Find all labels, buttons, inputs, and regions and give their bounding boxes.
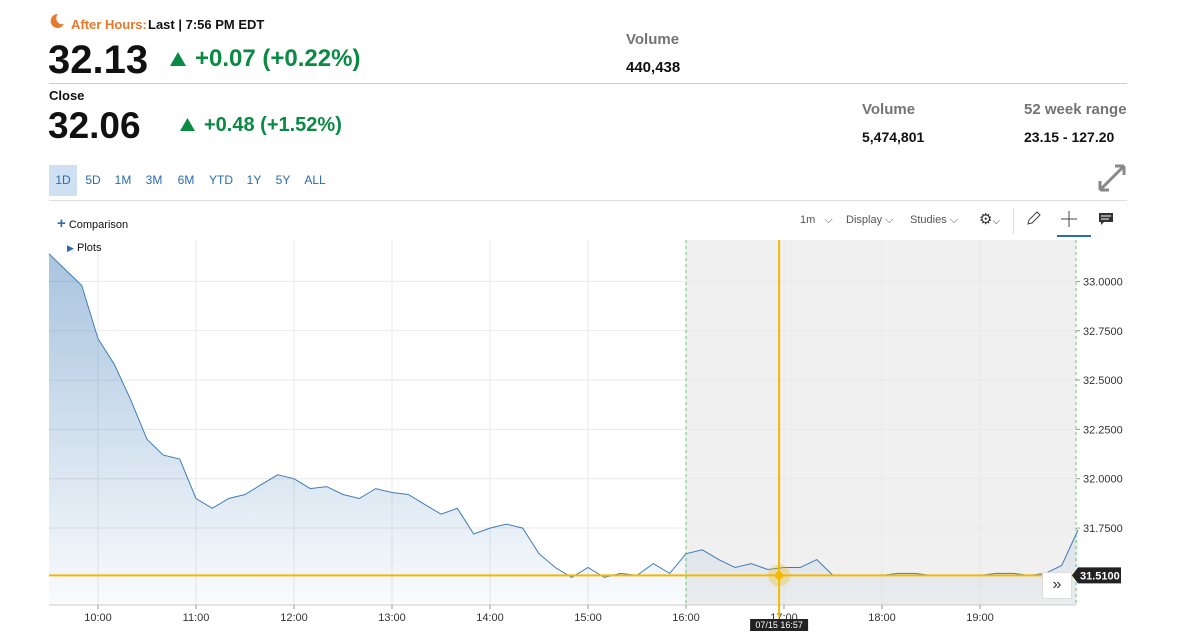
y-tick-label: 32.7500 xyxy=(1083,326,1123,338)
range-tab[interactable]: 6M xyxy=(177,173,195,187)
y-tick-label: 31.7500 xyxy=(1083,523,1123,535)
after-hours-label: After Hours: xyxy=(71,17,147,32)
range-tab[interactable]: 5Y xyxy=(275,173,291,187)
divider xyxy=(49,200,1127,201)
crosshair-button[interactable] xyxy=(1060,210,1078,228)
settings-button[interactable]: ⚙⌵ xyxy=(979,211,1001,228)
range-tab[interactable]: YTD xyxy=(209,173,233,187)
last-time: Last | 7:56 PM EDT xyxy=(148,17,265,32)
comparison-label: Comparison xyxy=(68,219,129,231)
active-indicator xyxy=(1057,235,1091,237)
x-tick-label: 15:00 xyxy=(574,612,602,624)
studies-label: Studies xyxy=(910,214,947,226)
display-select[interactable]: Display ⌵ xyxy=(846,214,894,226)
after-volume: 440,438 xyxy=(626,59,681,76)
x-tick-label: 18:00 xyxy=(868,612,896,624)
draw-button[interactable] xyxy=(1026,210,1042,226)
volume-label: Volume xyxy=(862,101,916,118)
plots-label: Plots xyxy=(76,242,102,254)
scroll-end-button[interactable]: » xyxy=(1042,572,1072,599)
divider xyxy=(49,83,1127,84)
up-arrow xyxy=(170,52,186,66)
x-tick-label: 14:00 xyxy=(476,612,504,624)
x-tick-label: 16:00 xyxy=(672,612,700,624)
price-line xyxy=(48,253,1079,578)
moon-icon xyxy=(50,13,64,28)
display-label: Display xyxy=(846,214,883,226)
range-tab[interactable]: 3M xyxy=(145,173,163,187)
x-tick-label: 11:00 xyxy=(183,612,210,624)
range-tab[interactable]: 1Y xyxy=(246,173,262,187)
up-arrow xyxy=(180,118,195,131)
range-tab[interactable]: ALL xyxy=(304,173,326,187)
range: 23.15 - 127.20 xyxy=(1024,129,1115,145)
x-tick-label: 13:00 xyxy=(378,612,406,624)
after-price: 32.13 xyxy=(48,38,149,82)
price-tag-label: 31.5100 xyxy=(1080,570,1120,582)
comment-button[interactable] xyxy=(1098,212,1114,226)
time-tag-label: 07/15 16:57 xyxy=(755,620,803,630)
expand-icon[interactable] xyxy=(1097,163,1127,193)
price-tag xyxy=(1072,567,1121,584)
time-tag xyxy=(750,619,809,631)
close-change: +0.48 (+1.52%) xyxy=(204,114,342,136)
interval-select[interactable]: 1m ⌵ xyxy=(800,214,833,226)
y-tick-label: 33.0000 xyxy=(1083,276,1123,288)
x-tick-label: 19:00 xyxy=(966,612,994,624)
after-hours-shade xyxy=(686,240,1076,605)
separator xyxy=(1013,208,1014,234)
y-tick-label: 32.5000 xyxy=(1083,375,1123,387)
volume: 5,474,801 xyxy=(862,129,925,145)
range-tab[interactable]: 5D xyxy=(85,173,101,187)
close-label: Close xyxy=(49,88,85,103)
price-area xyxy=(49,253,1078,606)
range-tab[interactable]: 1M xyxy=(114,173,132,187)
x-tick-label: 12:00 xyxy=(280,612,308,624)
range-label: 52 week range xyxy=(1024,101,1127,118)
y-tick-label: 32.0000 xyxy=(1083,474,1123,486)
comparison-button[interactable]: + Comparison xyxy=(57,215,129,232)
after-volume-label: Volume xyxy=(626,31,680,48)
y-tick-label: 32.2500 xyxy=(1083,424,1123,436)
crosshair-dot xyxy=(775,571,784,580)
x-tick-label: 10:00 xyxy=(84,612,112,624)
close-price: 32.06 xyxy=(48,105,141,146)
range-tab[interactable]: 1D xyxy=(49,165,77,196)
interval-label: 1m xyxy=(800,214,816,226)
studies-select[interactable]: Studies ⌵ xyxy=(910,214,959,226)
after-change: +0.07 (+0.22%) xyxy=(195,45,361,72)
plots-button[interactable]: ▶ Plots xyxy=(67,242,102,254)
